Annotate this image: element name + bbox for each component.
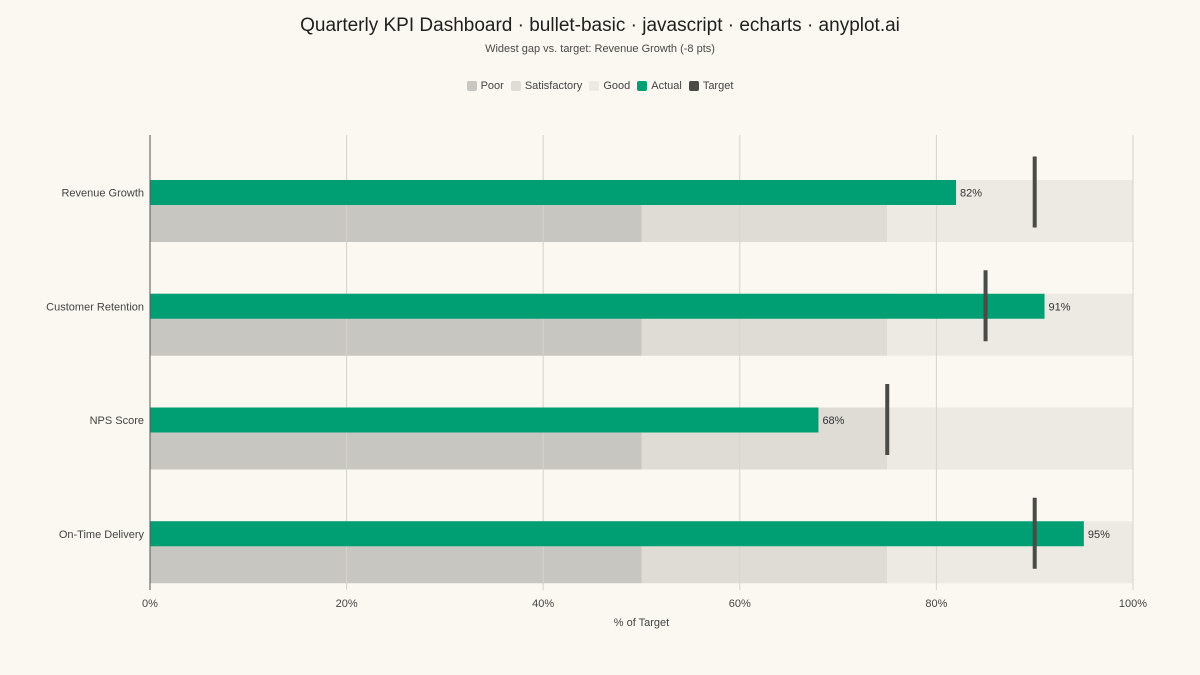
legend-swatch <box>510 81 521 91</box>
legend-label: Actual <box>651 80 682 92</box>
target-marker <box>1032 497 1037 569</box>
bar-actual <box>150 521 1084 547</box>
target-marker <box>1032 156 1037 228</box>
legend-swatch <box>688 81 699 91</box>
bar-actual <box>150 180 957 205</box>
legend-label: Target <box>702 80 734 92</box>
bar-actual <box>150 407 819 433</box>
target-marker <box>983 270 988 342</box>
legend-item-satisfactory[interactable]: Satisfactory <box>510 80 583 92</box>
legend-label: Poor <box>480 80 504 92</box>
y-tick-label: NPS Score <box>90 415 144 427</box>
x-tick-label: 60% <box>729 598 751 610</box>
data-label: 95% <box>1088 529 1110 541</box>
data-label: 91% <box>1049 301 1071 313</box>
legend-label: Satisfactory <box>524 80 583 92</box>
chart-subtitle: Widest gap vs. target: Revenue Growth (-… <box>485 43 715 55</box>
legend-item-poor[interactable]: Poor <box>466 80 504 92</box>
data-label: 68% <box>822 415 844 427</box>
chart-title: Quarterly KPI Dashboard · bullet-basic ·… <box>300 15 900 36</box>
legend-swatch <box>637 81 648 91</box>
legend-item-actual[interactable]: Actual <box>637 80 682 92</box>
x-tick-label: 100% <box>1119 598 1147 610</box>
legend-item-good[interactable]: Good <box>589 80 630 92</box>
x-tick-label: 20% <box>336 598 358 610</box>
y-tick-label: On-Time Delivery <box>59 529 145 541</box>
bar-actual <box>150 293 1045 319</box>
x-tick-label: 40% <box>532 598 554 610</box>
x-axis-label: % of Target <box>614 617 669 629</box>
y-tick-label: Customer Retention <box>46 301 144 313</box>
range-good <box>887 407 1133 470</box>
x-tick-label: 0% <box>142 598 158 610</box>
legend-label: Good <box>603 80 631 92</box>
legend: Poor Satisfactory Good Actual Target <box>0 80 1200 92</box>
x-tick-label: 80% <box>925 598 947 610</box>
legend-item-target[interactable]: Target <box>688 80 734 92</box>
data-label: 82% <box>960 188 982 200</box>
legend-swatch <box>466 81 477 91</box>
target-marker <box>885 384 890 455</box>
y-tick-label: Revenue Growth <box>61 188 144 200</box>
legend-swatch <box>589 81 600 91</box>
